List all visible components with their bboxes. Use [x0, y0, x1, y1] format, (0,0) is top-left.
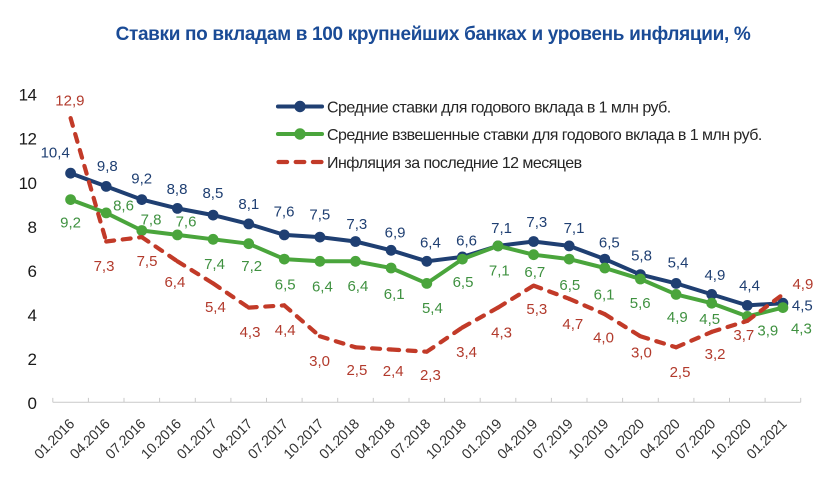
svg-text:3,0: 3,0 [631, 345, 652, 362]
svg-text:7,4: 7,4 [204, 256, 225, 273]
svg-text:6,5: 6,5 [559, 277, 580, 294]
svg-text:8,1: 8,1 [238, 196, 259, 213]
svg-text:2,4: 2,4 [383, 363, 404, 380]
svg-text:4,9: 4,9 [792, 276, 813, 293]
svg-text:6,5: 6,5 [599, 235, 620, 252]
svg-text:10: 10 [19, 174, 37, 193]
svg-text:8: 8 [28, 218, 37, 237]
svg-text:3,4: 3,4 [456, 344, 477, 361]
svg-text:5,8: 5,8 [631, 248, 652, 265]
svg-text:5,4: 5,4 [422, 300, 443, 317]
svg-text:Средние ставки для годового вк: Средние ставки для годового вклада в 1 м… [327, 99, 671, 116]
svg-text:10,4: 10,4 [41, 144, 70, 161]
svg-text:3,9: 3,9 [757, 323, 778, 340]
svg-text:5,4: 5,4 [668, 255, 689, 272]
svg-text:4,4: 4,4 [739, 278, 760, 295]
svg-text:4,5: 4,5 [699, 311, 720, 328]
svg-text:3,0: 3,0 [309, 353, 330, 370]
svg-text:4: 4 [28, 306, 37, 325]
svg-text:4,7: 4,7 [562, 316, 583, 333]
svg-text:3,7: 3,7 [733, 327, 754, 344]
svg-text:8,6: 8,6 [113, 198, 134, 215]
svg-text:6,4: 6,4 [312, 278, 333, 295]
svg-text:4,5: 4,5 [792, 297, 813, 314]
svg-text:0: 0 [28, 394, 37, 413]
svg-text:4,4: 4,4 [275, 322, 296, 339]
svg-text:6,7: 6,7 [524, 264, 545, 281]
svg-text:6,9: 6,9 [385, 224, 406, 241]
svg-text:7,5: 7,5 [309, 207, 330, 224]
svg-text:3,2: 3,2 [705, 346, 726, 363]
svg-text:7,3: 7,3 [94, 258, 115, 275]
svg-text:2: 2 [28, 350, 37, 369]
svg-text:4,3: 4,3 [791, 321, 812, 338]
svg-text:4,3: 4,3 [240, 324, 261, 341]
svg-text:2,3: 2,3 [420, 367, 441, 384]
svg-text:8,8: 8,8 [167, 181, 188, 198]
svg-text:6,1: 6,1 [384, 286, 405, 303]
svg-text:2,5: 2,5 [346, 362, 367, 379]
svg-text:4,0: 4,0 [593, 330, 614, 347]
svg-text:7,1: 7,1 [564, 220, 585, 237]
svg-text:5,3: 5,3 [526, 301, 547, 318]
svg-text:7,8: 7,8 [141, 211, 162, 228]
svg-text:9,2: 9,2 [131, 171, 152, 188]
svg-text:7,6: 7,6 [274, 204, 295, 221]
svg-text:14: 14 [19, 86, 37, 105]
svg-text:6: 6 [28, 262, 37, 281]
svg-text:6,4: 6,4 [164, 274, 185, 291]
svg-text:6,4: 6,4 [420, 235, 441, 252]
svg-text:7,6: 7,6 [176, 213, 197, 230]
svg-text:7,1: 7,1 [489, 263, 510, 280]
svg-text:7,1: 7,1 [491, 220, 512, 237]
svg-text:6,4: 6,4 [347, 278, 368, 295]
svg-text:Инфляция за последние 12 месяц: Инфляция за последние 12 месяцев [327, 155, 582, 172]
svg-text:9,8: 9,8 [97, 158, 118, 175]
svg-text:4,3: 4,3 [491, 325, 512, 342]
svg-text:7,2: 7,2 [241, 258, 262, 275]
svg-text:5,6: 5,6 [630, 295, 651, 312]
svg-text:7,3: 7,3 [346, 216, 367, 233]
svg-text:6,1: 6,1 [594, 286, 615, 303]
svg-text:4,9: 4,9 [704, 267, 725, 284]
svg-text:12,9: 12,9 [55, 93, 84, 110]
svg-text:6,5: 6,5 [453, 274, 474, 291]
svg-text:Ставки по вкладам в 100 крупне: Ставки по вкладам в 100 крупнейших банка… [116, 24, 751, 45]
svg-text:9,2: 9,2 [60, 215, 81, 232]
svg-text:8,5: 8,5 [202, 185, 223, 202]
svg-text:7,5: 7,5 [137, 253, 158, 270]
svg-text:5,4: 5,4 [205, 299, 226, 316]
svg-text:4,9: 4,9 [667, 309, 688, 326]
svg-text:6,5: 6,5 [275, 277, 296, 294]
svg-text:7,3: 7,3 [526, 214, 547, 231]
svg-text:6,6: 6,6 [456, 233, 477, 250]
svg-text:2,5: 2,5 [670, 364, 691, 381]
svg-text:Средние взвешенные ставки для: Средние взвешенные ставки для годового в… [327, 127, 762, 144]
svg-text:12: 12 [19, 130, 37, 149]
